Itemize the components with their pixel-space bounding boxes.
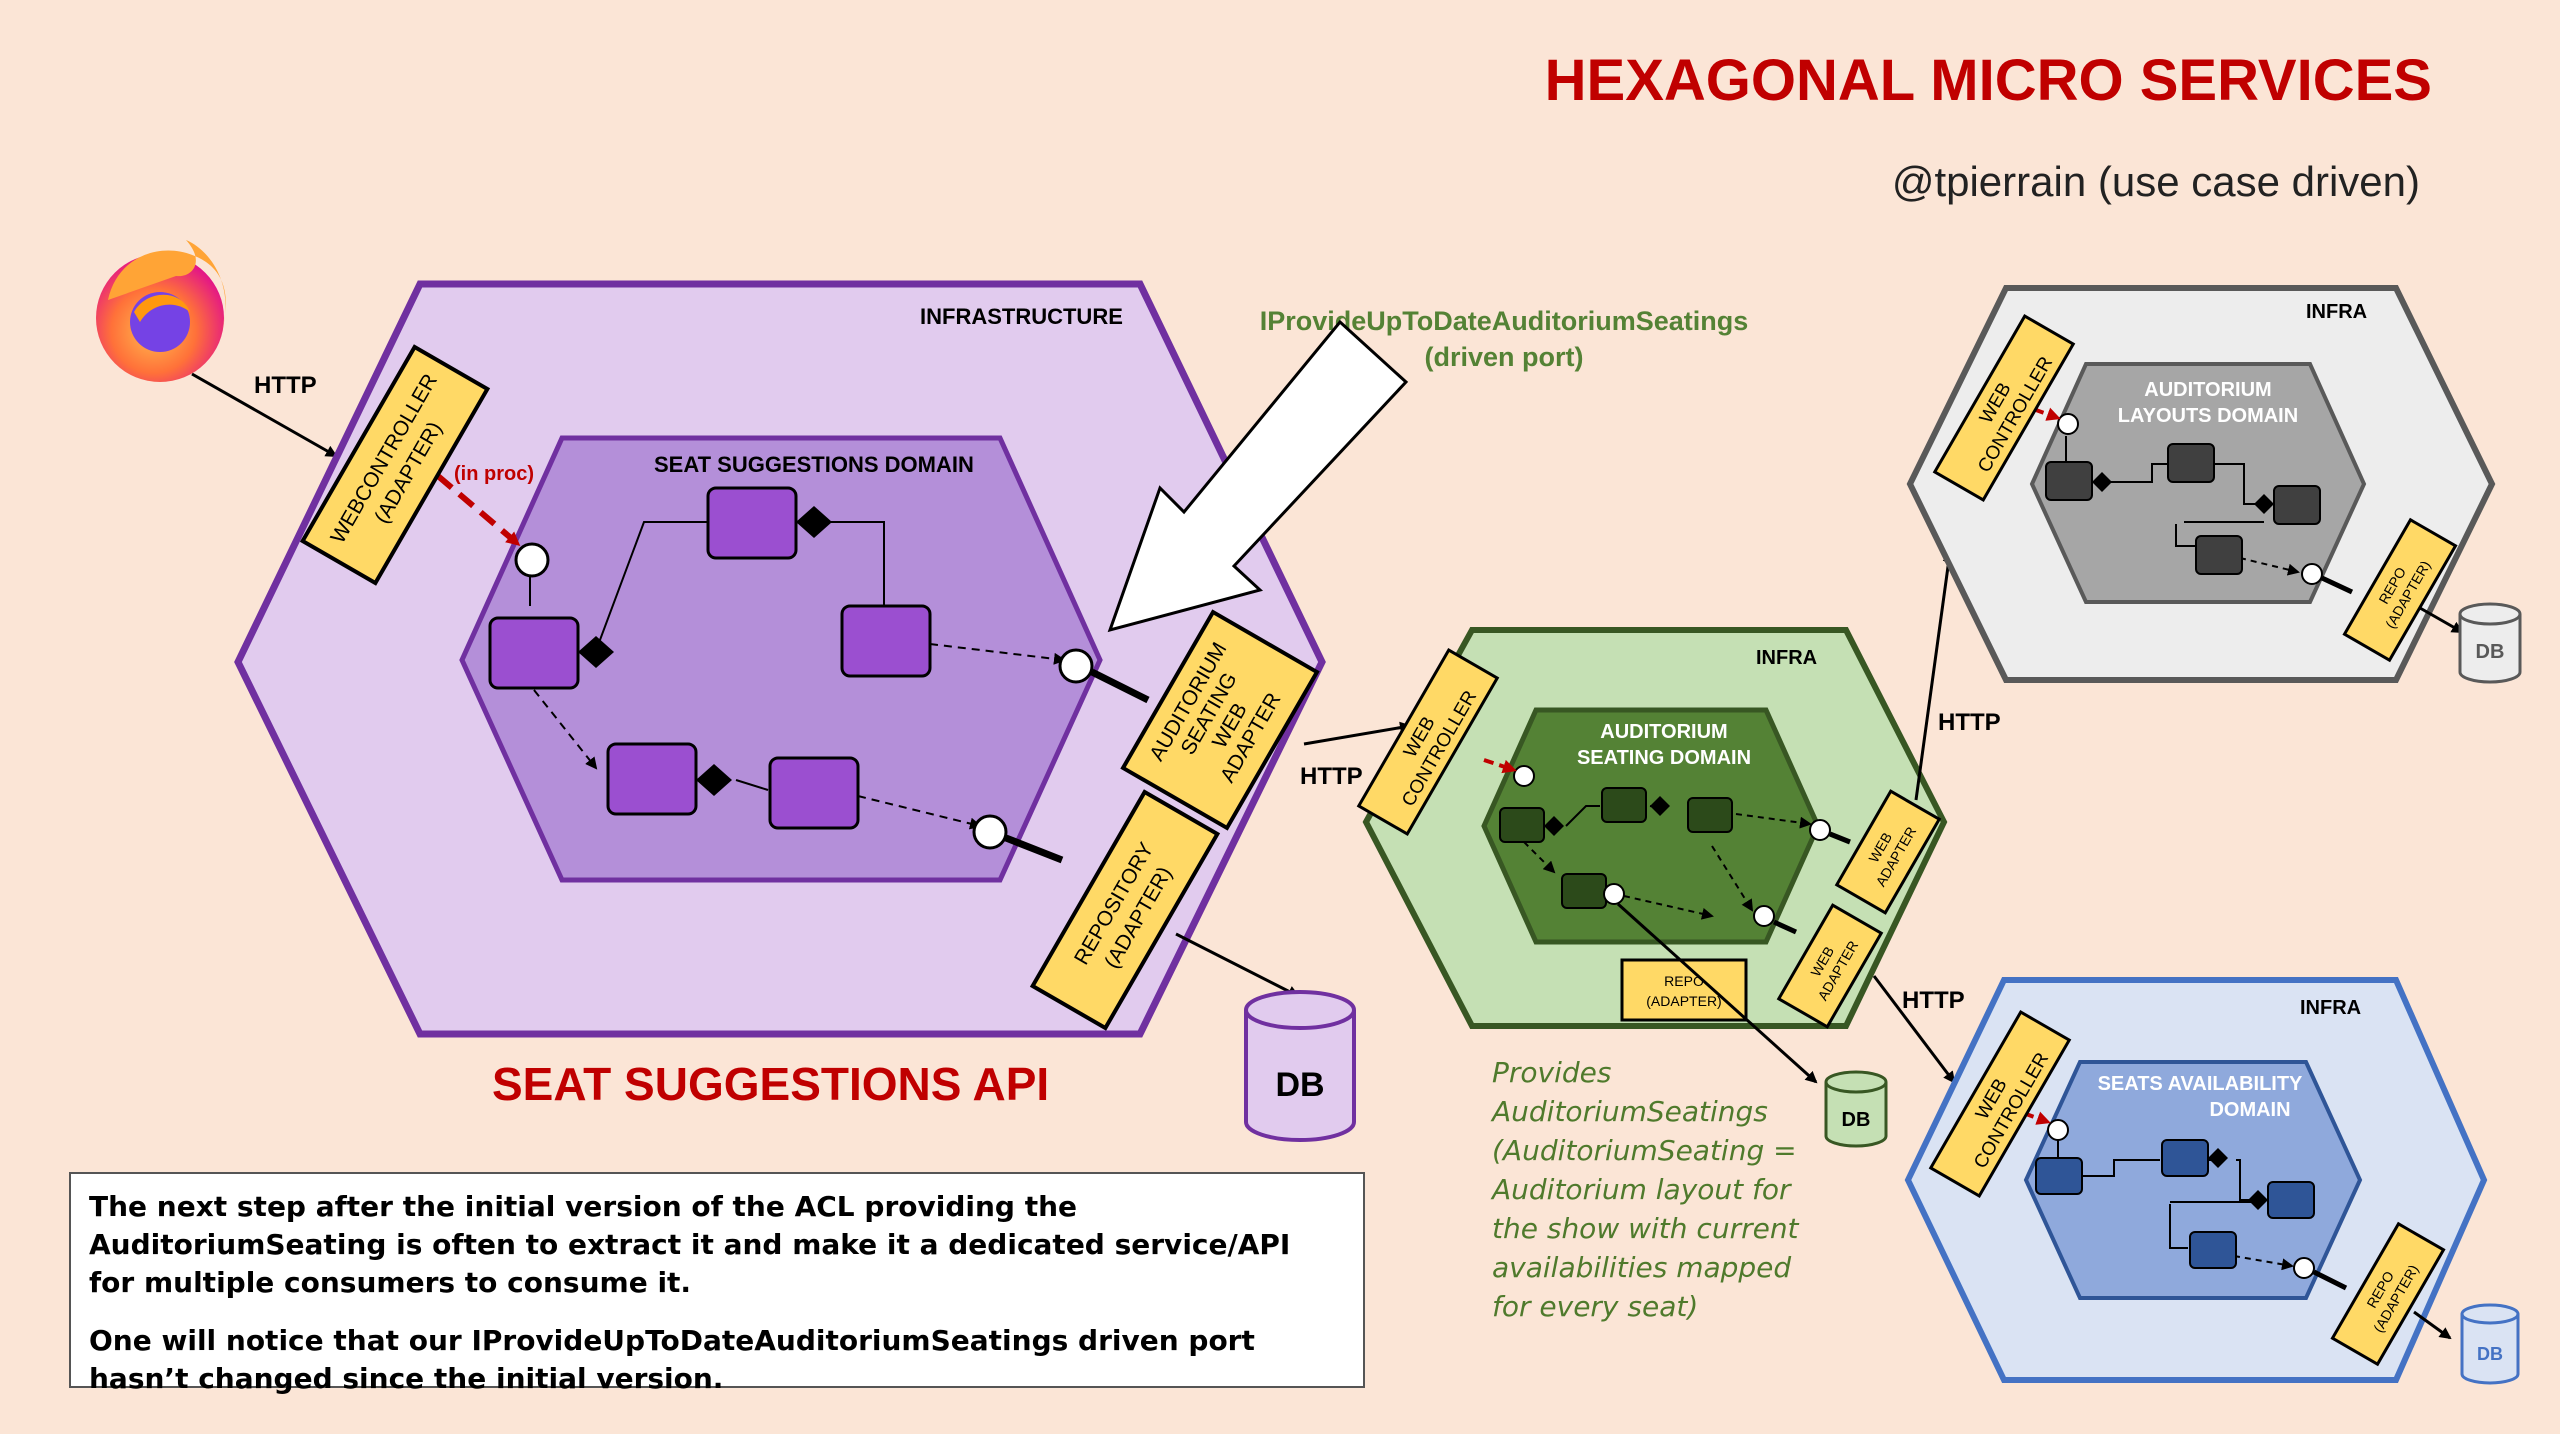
firefox-icon [96, 240, 226, 382]
driven-port-pointer-arrow [1107, 319, 1409, 633]
http-label-availability: HTTP [1902, 987, 1965, 1014]
auditorium-layouts-domain-label-1: AUDITORIUM [2144, 379, 2271, 401]
seats-availability-domain-hexagon [2023, 1060, 2363, 1300]
availability-repo-db-link [2413, 1310, 2452, 1340]
in-proc-label: (in proc) [454, 463, 534, 485]
auditorium-seating-domain-label-2: SEATING DOMAIN [1577, 747, 1751, 769]
auditorium-layouts-in-proc-arrow [2035, 407, 2061, 421]
seats-availability-domain-label-1: SEATS AVAILABILITY [2098, 1073, 2303, 1095]
provides-line: the show with current [1492, 1212, 1799, 1245]
svg-text:DB: DB [2476, 641, 2505, 663]
auditorium-layouts-domain-model [2045, 413, 2354, 595]
seats-availability-infra-label: INFRA [2300, 997, 2361, 1019]
seating-domain-to-db-link [1616, 902, 1818, 1084]
browser-http-arrow [191, 372, 338, 458]
auditorium-seating-repo-adapter: REPO (ADAPTER) [1620, 958, 1748, 1022]
seats-availability-domain-label-2: DOMAIN [2209, 1099, 2290, 1121]
seats-availability-domain-model [2035, 1119, 2348, 1291]
http-label-layouts: HTTP [1938, 709, 2001, 736]
driven-port-kind: (driven port) [1425, 342, 1584, 372]
auditorium-seating-domain-label-1: AUDITORIUM [1600, 721, 1727, 743]
seats-availability-repo-adapter: REPO (ADAPTER) [2330, 1221, 2446, 1367]
http-label-browser: HTTP [254, 372, 317, 399]
explanation-paragraph: The next step after the initial version … [89, 1190, 1291, 1299]
provides-line: Auditorium layout for [1492, 1173, 1791, 1206]
auditorium-layouts-infra-label: INFRA [2306, 301, 2367, 323]
layouts-repo-db-link [2419, 606, 2464, 634]
explanation-box: The next step after the initial version … [69, 1172, 1365, 1395]
explanation-paragraph: One will notice that our IProvideUpToDat… [89, 1324, 1255, 1395]
in-proc-arrow [436, 473, 521, 547]
auditorium-seating-db-icon: DB [1824, 1070, 1888, 1148]
seat-suggestions-api-label: SEAT SUGGESTIONS API [492, 1058, 1049, 1110]
infrastructure-label: INFRASTRUCTURE [920, 304, 1123, 329]
provides-line: (AuditoriumSeating = [1492, 1134, 1797, 1167]
seats-availability-db-icon: DB [2460, 1303, 2520, 1385]
seats-availability-in-proc-arrow [2025, 1111, 2051, 1125]
provides-auditorium-seatings-note: Provides AuditoriumSeatings (AuditoriumS… [1492, 1053, 1822, 1326]
http-arrow-to-auditorium-layouts [1914, 550, 1955, 801]
auditorium-seating-infra-label: INFRA [1756, 647, 1817, 669]
svg-text:DB: DB [1842, 1109, 1871, 1131]
provides-line: AuditoriumSeatings [1492, 1095, 1768, 1128]
auditorium-seating-web-adapter-upper: WEB ADAPTER [1834, 789, 1942, 915]
auditorium-seating-domain-model [1499, 765, 1851, 935]
page-subtitle: @tpierrain (use case driven) [1892, 158, 2420, 205]
provides-line: availabilities mapped [1492, 1251, 1792, 1284]
seat-suggestions-domain-label: SEAT SUGGESTIONS DOMAIN [654, 452, 974, 477]
repository-db-link [1175, 932, 1300, 998]
http-arrow-to-auditorium-seating [1303, 721, 1412, 746]
seat-suggestions-db-icon: DB [1244, 990, 1356, 1142]
svg-text:(ADAPTER): (ADAPTER) [1646, 993, 1721, 1009]
repository-adapter: REPOSITORY (ADAPTER) [1029, 789, 1221, 1031]
provides-line: Provides [1492, 1056, 1612, 1089]
auditorium-layouts-db-icon: DB [2458, 602, 2522, 684]
http-label-seating: HTTP [1300, 763, 1363, 790]
svg-text:DB: DB [2477, 1344, 2503, 1364]
http-arrow-to-seats-availability [1872, 975, 1956, 1084]
auditorium-seating-in-proc-arrow [1483, 758, 1517, 774]
page-title: HEXAGONAL MICRO SERVICES [1545, 48, 2432, 113]
svg-text:REPO: REPO [1664, 973, 1704, 989]
svg-text:DB: DB [1275, 1066, 1324, 1104]
provides-line: for every seat) [1492, 1290, 1699, 1323]
auditorium-layouts-domain-label-2: LAYOUTS DOMAIN [2118, 405, 2298, 427]
seat-suggestions-domain-model [488, 486, 1150, 864]
